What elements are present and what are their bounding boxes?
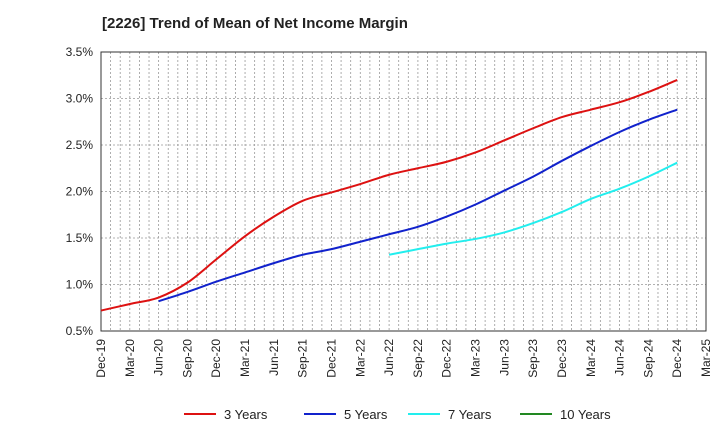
x-tick-label: Mar-25 bbox=[699, 339, 713, 377]
x-tick-label: Sep-22 bbox=[411, 339, 425, 378]
series-lines bbox=[100, 78, 678, 312]
x-tick-label: Mar-22 bbox=[353, 339, 367, 377]
x-tick-label: Dec-24 bbox=[670, 339, 684, 378]
legend-label-3-years: 3 Years bbox=[224, 407, 268, 422]
x-axis-ticks: Dec-19 Mar-20 Jun-20 Sep-20 Dec-20 Mar-21 Jun-… bbox=[94, 339, 713, 378]
y-tick-label: 3.0% bbox=[66, 92, 94, 106]
x-tick-label: Jun-24 bbox=[613, 339, 627, 376]
legend-label-7-years: 7 Years bbox=[448, 407, 492, 422]
x-tick-label: Sep-24 bbox=[641, 339, 655, 378]
x-tick-label: Mar-24 bbox=[584, 339, 598, 377]
x-tick-label: Dec-22 bbox=[440, 339, 454, 378]
x-tick-label: Jun-22 bbox=[382, 339, 396, 376]
x-tick-label: Jun-21 bbox=[267, 339, 281, 376]
legend: 3 Years 5 Years 7 Years 10 Years bbox=[184, 407, 611, 422]
x-tick-label: Jun-23 bbox=[497, 339, 511, 376]
x-tick-label: Sep-23 bbox=[526, 339, 540, 378]
y-tick-label: 1.5% bbox=[66, 231, 94, 245]
y-tick-label: 2.0% bbox=[66, 185, 94, 199]
legend-label-5-years: 5 Years bbox=[344, 407, 388, 422]
x-tick-label: Mar-21 bbox=[238, 339, 252, 377]
x-tick-label: Sep-20 bbox=[180, 339, 194, 378]
plot-frame bbox=[100, 51, 707, 332]
gridlines bbox=[101, 52, 706, 331]
series-line-5-years bbox=[158, 108, 678, 303]
x-tick-label: Dec-21 bbox=[324, 339, 338, 378]
y-tick-label: 0.5% bbox=[66, 324, 94, 338]
x-tick-label: Sep-21 bbox=[296, 339, 310, 378]
x-tick-label: Mar-23 bbox=[469, 339, 483, 377]
y-tick-label: 2.5% bbox=[66, 138, 94, 152]
y-axis-ticks: 3.5% 3.0% 2.5% 2.0% 1.5% 1.0% 0.5% bbox=[66, 45, 94, 338]
series-line-3-years bbox=[100, 78, 678, 312]
x-tick-label: Dec-20 bbox=[209, 339, 223, 378]
x-tick-label: Jun-20 bbox=[152, 339, 166, 376]
x-tick-label: Mar-20 bbox=[123, 339, 137, 377]
series-line-7-years bbox=[388, 161, 678, 256]
x-tick-label: Dec-19 bbox=[94, 339, 108, 378]
legend-label-10-years: 10 Years bbox=[560, 407, 611, 422]
chart-title: [2226] Trend of Mean of Net Income Margi… bbox=[102, 15, 408, 32]
x-tick-label: Dec-23 bbox=[555, 339, 569, 378]
y-tick-label: 1.0% bbox=[66, 278, 94, 292]
y-tick-label: 3.5% bbox=[66, 45, 94, 59]
